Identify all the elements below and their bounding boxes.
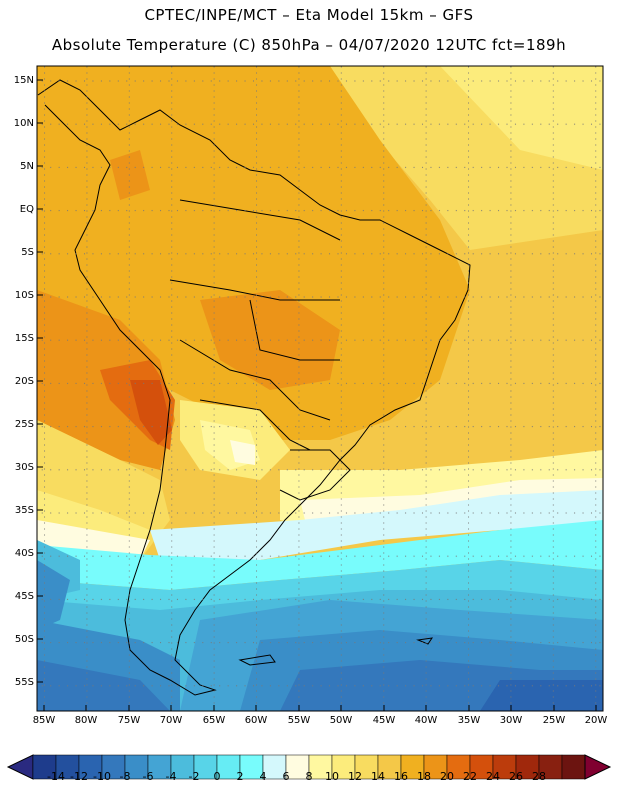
lon-label: 35W xyxy=(457,715,481,726)
colorbar-tick-label: -4 xyxy=(165,770,177,783)
colorbar-tick-label: 14 xyxy=(371,770,385,783)
colorbar-tick-label: -12 xyxy=(70,770,88,783)
lat-label: EQ xyxy=(19,204,34,215)
colorbar-tick-label: 22 xyxy=(463,770,477,783)
lat-label: 5N xyxy=(20,161,34,172)
colorbar-tick-label: -10 xyxy=(93,770,111,783)
lat-label: 50S xyxy=(14,634,34,645)
colorbar-tick-label: 8 xyxy=(305,770,313,783)
lon-label: 85W xyxy=(32,715,56,726)
lat-label: 40S xyxy=(14,548,34,559)
lon-label: 45W xyxy=(372,715,396,726)
graticule-lon xyxy=(37,66,603,711)
lon-label: 70W xyxy=(159,715,183,726)
title-line-1: CPTEC/INPE/MCT – Eta Model 15km – GFS xyxy=(144,6,474,24)
lon-label: 55W xyxy=(287,715,311,726)
axis-ticks xyxy=(37,79,597,711)
colorbar-tick-label: -8 xyxy=(119,770,131,783)
lon-label: 50W xyxy=(329,715,353,726)
colorbar-tick-label: 0 xyxy=(213,770,221,783)
lat-label: 35S xyxy=(14,505,34,516)
lon-label: 75W xyxy=(117,715,141,726)
colorbar-swatch xyxy=(561,754,586,780)
colorbar-tick-label: 26 xyxy=(509,770,523,783)
colorbar-tick-label: 20 xyxy=(440,770,454,783)
colorbar-tick-label: -14 xyxy=(47,770,65,783)
lon-label: 80W xyxy=(74,715,98,726)
lat-label: 30S xyxy=(14,462,34,473)
colorbar-tick-label: 18 xyxy=(417,770,431,783)
colorbar-tick-label: 24 xyxy=(486,770,500,783)
colorbar-tick-label: 16 xyxy=(394,770,408,783)
map-frame xyxy=(36,65,604,712)
lon-label: 40W xyxy=(414,715,438,726)
colorbar-tick-label: 10 xyxy=(325,770,339,783)
colorbar-tick-label: 28 xyxy=(532,770,546,783)
colorbar-tick-label: 2 xyxy=(236,770,244,783)
lon-label: 25W xyxy=(542,715,566,726)
colorbar-tick-label: 6 xyxy=(282,770,290,783)
lat-label: 15S xyxy=(14,333,34,344)
lat-label: 10N xyxy=(13,118,34,129)
lon-label: 30W xyxy=(499,715,523,726)
lon-label: 65W xyxy=(202,715,226,726)
colorbar-over-arrow xyxy=(584,754,612,780)
colorbar-tick-label: -6 xyxy=(142,770,154,783)
lat-label: 5S xyxy=(21,247,34,258)
colorbar-tick-label: -2 xyxy=(188,770,200,783)
lat-label: 20S xyxy=(14,376,34,387)
lon-label: 20W xyxy=(584,715,608,726)
lat-label: 25S xyxy=(14,419,34,430)
colorbar-tick-label: 4 xyxy=(259,770,267,783)
lat-label: 55S xyxy=(14,677,34,688)
lat-label: 15N xyxy=(13,75,34,86)
title-line-2: Absolute Temperature (C) 850hPa – 04/07/… xyxy=(51,36,567,54)
colorbar xyxy=(6,754,612,780)
colorbar-under-arrow xyxy=(6,754,34,780)
lat-label: 10S xyxy=(14,290,34,301)
lat-label: 45S xyxy=(14,591,34,602)
colorbar-tick-label: 12 xyxy=(348,770,362,783)
lon-label: 60W xyxy=(244,715,268,726)
